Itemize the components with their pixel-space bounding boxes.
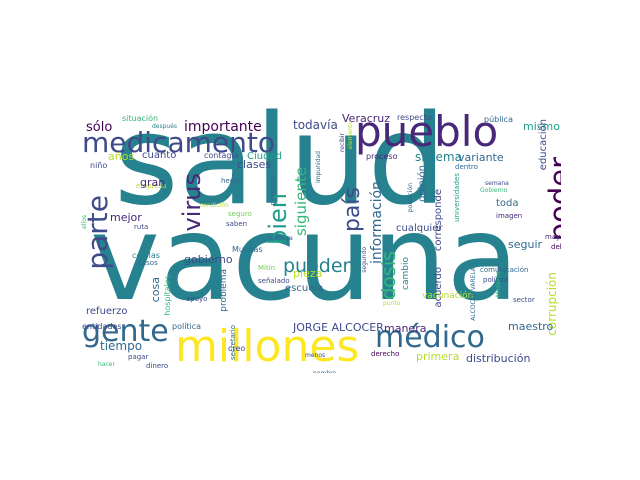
word-vacuna: vacuna (90, 189, 519, 327)
word-politica-right: política (483, 276, 509, 284)
word-salud: salud (114, 107, 447, 233)
word-imagen: imagen (496, 212, 523, 220)
word-impunidad: impunidad (315, 151, 322, 183)
word-cuanto: cuanto (142, 150, 177, 161)
word-pais: país (340, 187, 365, 233)
word-gente: gente (82, 314, 169, 349)
word-celulas: células (132, 251, 160, 260)
word-mejor: mejor (110, 211, 142, 224)
word-medicamento: medicamento (82, 126, 275, 159)
word-vacunacion: vacunación (422, 291, 474, 301)
word-siguiente: siguiente (292, 167, 310, 237)
word-elemento: elemento (347, 121, 354, 150)
word-derecho: derecho (371, 350, 400, 358)
word-jorge-alcocer: JORGE ALCOCER (293, 321, 384, 334)
word-menos: menos (305, 352, 326, 359)
word-sistema: sistema (415, 150, 462, 164)
word-secretario: secretario (229, 325, 237, 360)
word-corresponde: corresponde (433, 189, 444, 252)
word-veracruz: Veracruz (342, 112, 391, 125)
word-compra: compra (270, 235, 293, 242)
word-poblacion: población (407, 183, 414, 213)
word-distribucion: distribución (466, 352, 531, 365)
word-tiempo: tiempo (100, 339, 143, 353)
word-informacion: información (369, 181, 385, 265)
word-nombre: nombre (313, 371, 336, 374)
word-gobierno-upper: Gobierno (480, 187, 508, 194)
word-importante: importante (184, 119, 262, 135)
word-pagar: pagar (128, 353, 149, 361)
word-proceso: proceso (366, 152, 398, 161)
word-cloud: salud vacuna millones pueblo medicamento… (80, 107, 561, 373)
word-dentro: dentro (455, 163, 478, 171)
word-semana: semana (485, 180, 509, 187)
word-educacion: educación (538, 119, 549, 171)
word-nino: niño (90, 161, 108, 170)
word-solo: sólo (86, 120, 113, 135)
word-todavia: todavía (293, 118, 338, 132)
word-cambio: cambio (401, 257, 411, 290)
word-problema: problema (219, 269, 229, 312)
word-opinion: opinión (417, 165, 428, 202)
word-entidades: entidades (82, 322, 122, 331)
word-punto: punto (383, 300, 401, 307)
word-hecho: hecho (221, 177, 243, 185)
word-saben: saben (226, 220, 248, 228)
word-publica: pública (484, 115, 513, 124)
word-maestro: maestro (508, 320, 554, 333)
word-moderna: Moderna (495, 271, 502, 298)
word-contagio: contagio (204, 151, 239, 160)
word-apoyo: apoyo (186, 295, 208, 303)
word-sector: sector (513, 296, 535, 304)
word-parte: parte (81, 195, 114, 270)
word-cualquier: cualquier (396, 223, 443, 234)
word-seguro: seguro (228, 210, 252, 218)
word-toda: toda (496, 198, 519, 209)
word-hospitales: hospitales (163, 275, 172, 316)
word-millones: millones (175, 321, 360, 372)
word-despues: después (152, 123, 178, 130)
word-muchas: Muchas (232, 245, 263, 254)
word-respecto: respecto (397, 113, 432, 122)
word-pueden: pueden (283, 255, 355, 277)
word-universidades: universidades (453, 173, 461, 222)
word-hacer: hacer (98, 361, 115, 368)
word-cosa: cosa (149, 277, 162, 303)
word-medico: médico (375, 320, 485, 355)
word-politica-left: política (172, 322, 202, 331)
word-seguir: seguir (508, 238, 543, 251)
word-recibir: recibir (339, 133, 346, 152)
word-primera: primera (416, 350, 460, 363)
word-escuela: escuela (285, 283, 324, 294)
word-refuerzo: refuerzo (86, 306, 128, 317)
word-senalado: señalado (258, 277, 290, 285)
word-clases: clases (237, 158, 272, 171)
word-manera: manera (384, 322, 427, 335)
word-mismo: mismo (523, 120, 560, 133)
word-gobierno: gobierno (184, 253, 233, 266)
word-dinero: dinero (146, 362, 169, 370)
word-gran: gran (140, 176, 166, 189)
word-gobierno-vertical: ellos (81, 215, 88, 229)
word-debe: debe (551, 243, 561, 251)
word-casos: casos (138, 259, 158, 267)
word-mitin: Mitin (258, 264, 276, 272)
word-condicion: condición (200, 202, 229, 209)
word-empresa: empresa (136, 182, 167, 190)
word-ruta: ruta (134, 223, 149, 231)
word-pieza: pieza (293, 267, 323, 280)
word-comunicacion: comunicación (480, 266, 529, 274)
word-variante: variante (458, 151, 504, 164)
word-creo: creo (228, 344, 246, 353)
word-personal: personal (269, 175, 277, 206)
word-pueblo: pueblo (355, 107, 499, 156)
word-acuerdo: acuerdo (433, 267, 444, 308)
word-anos: años (108, 150, 135, 163)
word-ciudad: Ciudad (247, 151, 282, 162)
word-segundo: segundo (361, 247, 368, 273)
word-alcocer-varela: ALCOCER VARELA (470, 267, 477, 321)
word-mayor: mayor (545, 233, 561, 241)
word-situacion: situación (122, 114, 159, 123)
